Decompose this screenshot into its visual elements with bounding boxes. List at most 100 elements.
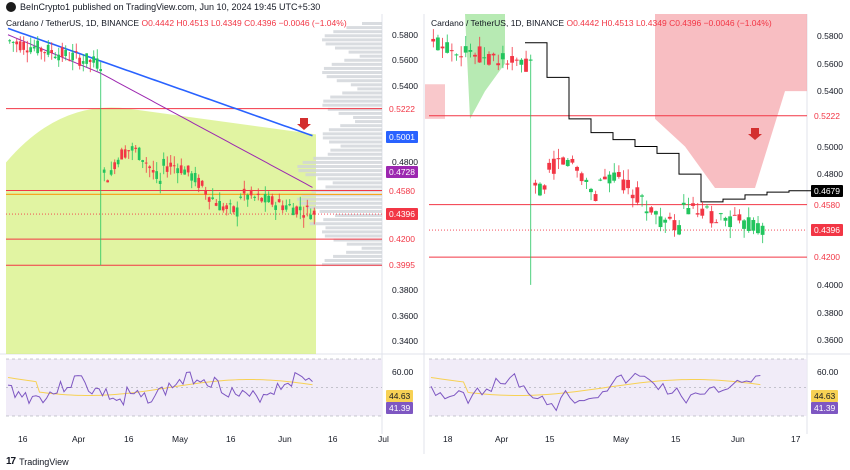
price-tag: 0.5001	[386, 130, 418, 143]
volume-profile-bar	[301, 193, 382, 197]
volume-profile-bar	[330, 95, 382, 99]
candle-body	[169, 162, 172, 167]
volume-profile-bar	[326, 75, 382, 79]
candle-body	[99, 69, 102, 72]
ichimoku-cloud-red	[655, 14, 807, 188]
candle-body	[242, 188, 246, 194]
volume-profile-bar	[355, 120, 382, 124]
candle-body	[71, 52, 74, 61]
volume-profile-bar	[323, 99, 382, 103]
price-tick-label: 0.3600	[392, 310, 418, 321]
volume-profile-bar	[338, 111, 382, 115]
volume-profile-bar	[317, 177, 382, 181]
price-tag: 0.4728	[386, 165, 418, 178]
candle-body	[134, 147, 137, 149]
footer[interactable]: 17 TradingView	[6, 456, 69, 467]
volume-profile-bar	[306, 205, 382, 209]
candle-body	[732, 214, 737, 216]
rsi-ma-line	[430, 377, 761, 396]
candle-body	[695, 213, 700, 215]
volume-profile-bar	[329, 140, 382, 144]
candle-body	[728, 216, 733, 228]
candle-body	[658, 216, 663, 228]
left-high: H0.4513	[176, 18, 209, 28]
candle-body	[505, 63, 510, 65]
candle-body	[435, 37, 440, 51]
time-tick-label: 16	[226, 434, 236, 444]
volume-profile-bar	[328, 128, 382, 132]
candle-body	[144, 162, 148, 164]
volume-profile-bar	[297, 165, 382, 169]
tradingview-logo-icon: 17	[6, 456, 16, 467]
volume-profile-bar	[342, 91, 382, 95]
candle-body	[542, 185, 547, 190]
candle-body	[197, 177, 200, 188]
volume-profile-bar	[348, 50, 382, 54]
candle-body	[148, 166, 151, 169]
price-tick-label: 0.3800	[392, 285, 418, 296]
price-tick-label: 0.3600	[817, 335, 843, 346]
candle-body	[751, 219, 756, 231]
candle-body	[681, 202, 686, 205]
candle-body	[635, 187, 640, 203]
volume-profile-bar	[340, 144, 382, 148]
candle-body	[570, 158, 575, 163]
price-tick-label: 0.5800	[392, 29, 418, 40]
candle-body	[667, 216, 672, 219]
candle-body	[454, 54, 459, 56]
candle-body	[190, 173, 193, 181]
rsi-tick-label: 60.00	[817, 367, 839, 377]
candle-body	[249, 189, 253, 196]
candle-body	[305, 205, 309, 208]
candle-body	[291, 207, 295, 216]
candle-body	[473, 54, 477, 57]
price-tick-label: 0.5000	[817, 141, 843, 152]
left-chart-panel[interactable]: Cardano / TetherUS, 1D, BINANCE O0.4442 …	[0, 14, 425, 454]
candle-body	[263, 194, 267, 203]
volume-profile-bar	[346, 242, 382, 246]
candle-body	[11, 41, 15, 43]
price-tick-label: 0.5800	[817, 30, 843, 41]
candle-body	[533, 182, 538, 186]
down-arrow-icon	[297, 118, 311, 130]
candle-body	[626, 179, 630, 189]
candle-body	[742, 220, 746, 229]
candle-body	[137, 147, 141, 161]
candle-body	[584, 179, 589, 182]
rsi-value-tag: 41.39	[811, 401, 839, 414]
candle-body	[92, 56, 95, 63]
volume-profile-bar	[297, 197, 382, 201]
rsi-tick-label: 60.00	[392, 367, 414, 377]
rsi-line	[7, 371, 313, 407]
candle-body	[232, 206, 235, 213]
candle-body	[575, 166, 579, 171]
candle-body	[74, 51, 78, 53]
volume-profile-bar	[325, 226, 382, 230]
candle-body	[183, 169, 186, 175]
candle-body	[607, 174, 612, 184]
price-tick-label: 0.5600	[817, 58, 843, 69]
candle-body	[653, 211, 658, 215]
candle-body	[214, 203, 218, 206]
right-chart-panel[interactable]: Cardano / TetherUS, 1D, BINANCE O0.4442 …	[425, 14, 850, 454]
candle-body	[239, 196, 242, 198]
candle-body	[477, 46, 482, 63]
candle-body	[602, 176, 607, 180]
candle-body	[29, 47, 32, 53]
candle-body	[649, 207, 654, 213]
price-tag: 0.4396	[811, 224, 843, 237]
candle-body	[496, 63, 501, 66]
candle-body	[463, 46, 468, 53]
candle-body	[616, 172, 621, 177]
candle-body	[200, 180, 204, 186]
candle-body	[8, 40, 11, 42]
volume-profile-bar	[319, 209, 382, 213]
candle-body	[528, 59, 533, 61]
candle-body	[127, 150, 130, 152]
candle-body	[116, 159, 120, 165]
time-tick-label: 18	[443, 434, 453, 444]
volume-profile-bar	[323, 66, 382, 70]
volume-profile-bar	[344, 58, 382, 62]
volume-profile-bar	[361, 246, 382, 250]
candle-body	[561, 157, 566, 165]
